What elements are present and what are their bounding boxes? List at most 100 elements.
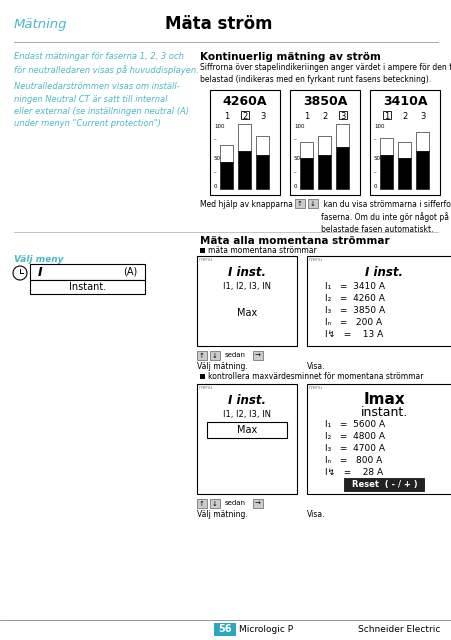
Text: Imax: Imax	[363, 392, 405, 407]
Text: I₂   =  4800 A: I₂ = 4800 A	[324, 432, 384, 441]
Bar	[253, 351, 262, 360]
Bar	[207, 422, 286, 438]
Text: 3410A: 3410A	[382, 95, 426, 108]
Text: I₂   =  4260 A: I₂ = 4260 A	[324, 294, 384, 303]
Text: sedan: sedan	[225, 352, 245, 358]
Text: –: –	[293, 170, 296, 175]
Bar	[398, 142, 410, 158]
Text: Schneider Electric: Schneider Electric	[357, 625, 439, 634]
Text: →: →	[254, 353, 260, 358]
Text: Visa.: Visa.	[306, 510, 325, 519]
Text: menu: menu	[198, 257, 213, 262]
Text: I₃   =  3850 A: I₃ = 3850 A	[324, 306, 384, 315]
Text: I inst.: I inst.	[227, 394, 265, 407]
Text: –: –	[213, 170, 216, 175]
Text: ↑: ↑	[198, 500, 204, 506]
Text: ↑: ↑	[296, 200, 302, 207]
Bar	[300, 158, 313, 189]
Text: I: I	[38, 266, 42, 278]
Text: Mäta ström: Mäta ström	[165, 15, 272, 33]
Text: (A): (A)	[123, 267, 137, 277]
Bar	[318, 136, 331, 155]
Bar	[197, 256, 296, 346]
Text: 4260A: 4260A	[222, 95, 267, 108]
Bar	[199, 248, 205, 253]
Text: kontrollera maxvärdesminnet för momentana strömmar: kontrollera maxvärdesminnet för momentan…	[207, 372, 423, 381]
Bar	[238, 124, 251, 151]
Text: –: –	[373, 138, 376, 143]
Text: I1, I2, I3, IN: I1, I2, I3, IN	[222, 282, 271, 291]
Text: Med hjälp av knapparna: Med hjälp av knapparna	[199, 200, 292, 209]
Text: menu: menu	[198, 385, 213, 390]
Text: 3: 3	[340, 112, 345, 121]
Text: Micrologic P: Micrologic P	[239, 625, 293, 634]
Bar	[240, 111, 249, 119]
Text: I↯   =    28 A: I↯ = 28 A	[324, 468, 382, 477]
Text: 50: 50	[373, 157, 380, 161]
Text: I₁   =  3410 A: I₁ = 3410 A	[324, 282, 384, 291]
Text: Siffrorna över stapelindikeriingen anger värdet i ampere för den fas som är högs: Siffrorna över stapelindikeriingen anger…	[199, 63, 451, 84]
Bar	[336, 147, 349, 189]
Bar	[220, 145, 233, 162]
Text: Max: Max	[236, 425, 257, 435]
Text: Mätning: Mätning	[14, 18, 67, 31]
Bar	[220, 162, 233, 189]
Text: 2: 2	[401, 112, 407, 121]
Text: 100: 100	[373, 124, 384, 129]
Text: Reset  ( - / + ): Reset ( - / + )	[351, 480, 416, 489]
Bar	[300, 142, 313, 158]
Text: ↓: ↓	[212, 353, 217, 358]
Text: –: –	[213, 138, 216, 143]
Text: menu: menu	[308, 385, 322, 390]
Text: 100: 100	[293, 124, 304, 129]
Text: 100: 100	[213, 124, 224, 129]
Text: Iₙ   =   200 A: Iₙ = 200 A	[324, 318, 381, 327]
Text: mäta momentana strömmar: mäta momentana strömmar	[207, 246, 316, 255]
Text: Välj mätning.: Välj mätning.	[197, 362, 247, 371]
Bar	[369, 90, 439, 195]
Text: I1, I2, I3, IN: I1, I2, I3, IN	[222, 410, 271, 419]
Bar	[238, 151, 251, 189]
Bar	[210, 351, 220, 360]
Bar	[197, 384, 296, 494]
Text: menu: menu	[308, 257, 322, 262]
Circle shape	[13, 266, 27, 280]
Bar	[30, 280, 145, 294]
Bar	[415, 132, 428, 151]
Text: 1: 1	[383, 112, 389, 121]
Bar	[318, 155, 331, 189]
Text: Iₙ   =   800 A: Iₙ = 800 A	[324, 456, 382, 465]
Text: sedan: sedan	[225, 500, 245, 506]
Bar	[380, 155, 393, 189]
Bar	[336, 124, 349, 147]
Text: 3: 3	[260, 112, 265, 121]
Text: Max: Max	[236, 308, 257, 318]
Text: 1: 1	[224, 112, 229, 121]
Bar	[197, 499, 207, 508]
Text: Neutralledarströmmen visas om inställ-
ningen Neutral CT är satt till internal
e: Neutralledarströmmen visas om inställ- n…	[14, 82, 189, 129]
Text: →: →	[254, 500, 260, 506]
Text: 50: 50	[293, 157, 300, 161]
Bar	[380, 138, 393, 156]
Bar	[253, 499, 262, 508]
Text: 56: 56	[218, 625, 231, 634]
Text: Kontinuerlig mätning av ström: Kontinuerlig mätning av ström	[199, 52, 380, 62]
Bar	[398, 158, 410, 189]
Bar	[256, 136, 269, 155]
Text: 0: 0	[213, 184, 217, 189]
Bar	[306, 384, 451, 494]
Text: kan du visa strömmarna i sifferform för de tre
faserna. Om du inte gör något på : kan du visa strömmarna i sifferform för …	[320, 200, 451, 234]
Bar	[30, 264, 145, 280]
Text: Mäta alla momentana strömmar: Mäta alla momentana strömmar	[199, 236, 389, 246]
Text: instant.: instant.	[360, 406, 407, 419]
Text: ↓: ↓	[309, 200, 315, 207]
Bar	[338, 111, 346, 119]
Bar	[306, 256, 451, 346]
Text: ↓: ↓	[212, 500, 217, 506]
Bar	[210, 90, 279, 195]
Text: 1: 1	[304, 112, 309, 121]
Text: ↑: ↑	[198, 353, 204, 358]
Text: –: –	[293, 138, 296, 143]
Bar	[210, 499, 220, 508]
Bar	[344, 478, 423, 491]
